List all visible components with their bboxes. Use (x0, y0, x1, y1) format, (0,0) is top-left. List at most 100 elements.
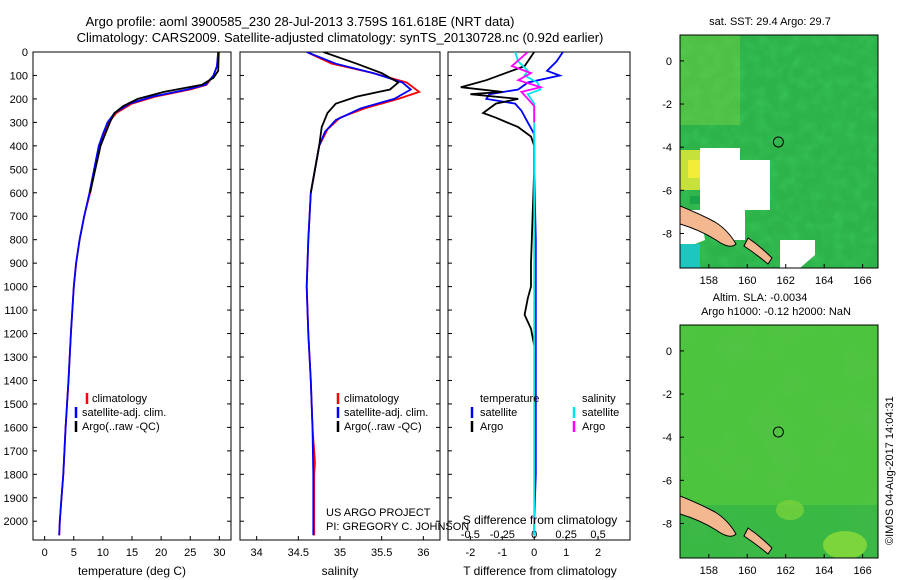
series-line-satellite (58, 52, 220, 536)
legend-label-temp-argo: Argo (480, 421, 503, 433)
x-tick-label: 5 (71, 547, 77, 559)
figure-title-line2: Climatology: CARS2009. Satellite-adjuste… (77, 30, 604, 45)
legend-label-argo: Argo(..raw -QC) (344, 421, 422, 433)
map-x-tick-label: 158 (700, 275, 718, 287)
salinity-lines (305, 52, 422, 536)
temperature-x-axis: 0 5 10 15 20 25 30 (42, 536, 225, 559)
project-label: US ARGO PROJECT (326, 507, 431, 519)
top-tick-label: 0.5 (590, 529, 605, 541)
legend-title-salinity: salinity (582, 393, 616, 405)
depth-tick-label: 1700 (4, 446, 28, 458)
series-line-temperature-satellite (484, 52, 564, 536)
depth-tick-label: 200 (10, 94, 28, 106)
legend-label-satellite: satellite-adj. clim. (344, 407, 428, 419)
series-line-temperature-argo (460, 52, 536, 346)
map-y-tick-label: -4 (662, 142, 672, 154)
depth-tick-label: 1000 (4, 282, 28, 294)
x-tick-label: 20 (155, 547, 167, 559)
map-y-tick-label: -8 (662, 518, 672, 530)
depth-tick-label: 100 (10, 70, 28, 82)
map-x-tick-label: 162 (777, 275, 795, 287)
depth-tick-label: 1800 (4, 469, 28, 481)
depth-tick-label: 1200 (4, 329, 28, 341)
temperature-lines (58, 52, 220, 536)
top-tick-label: 0.25 (555, 529, 576, 541)
depth-tick-label: 400 (10, 141, 28, 153)
x-tick-label: 1 (563, 547, 569, 559)
x-tick-label: 25 (184, 547, 196, 559)
x-tick-label: 34 (251, 547, 263, 559)
legend-label-climatology: climatology (344, 393, 400, 405)
x-tick-label: 36 (417, 547, 429, 559)
depth-tick-label: 0 (22, 47, 28, 59)
x-tick-label: 10 (97, 547, 109, 559)
difference-xlabel: T difference from climatology (463, 564, 617, 578)
depth-tick-label: 1100 (4, 305, 28, 317)
figure-title-line1: Argo profile: aoml 3900585_230 28-Jul-20… (86, 14, 515, 29)
series-line-climatology (58, 52, 220, 536)
depth-tick-label: 700 (10, 211, 28, 223)
sst-map-title: sat. SST: 29.4 Argo: 29.7 (709, 16, 831, 28)
depth-axis: 0 100 200 300 400 500 600 700 800 900 1000 1100 1200… (4, 47, 630, 528)
map-x-tick-label: 158 (700, 565, 718, 577)
salinity-axes (239, 51, 441, 541)
depth-tick-label: 1500 (4, 399, 28, 411)
legend-label-climatology: climatology (92, 393, 148, 405)
depth-tick-label: 300 (10, 117, 28, 129)
sst-argo-marker (772, 136, 784, 148)
temperature-legend: climatology satellite-adj. clim. Argo(..… (74, 393, 166, 433)
depth-tick-label: 900 (10, 258, 28, 270)
legend-title-temperature: temperature (480, 393, 539, 405)
x-tick-label: -2 (465, 547, 475, 559)
top-tick-label: -0.5 (461, 529, 480, 541)
credit-label: ©IMOS 04-Aug-2017 14:04:31 (884, 396, 896, 545)
sla-map-axes (679, 324, 879, 559)
x-tick-label: 35 (334, 547, 346, 559)
map-y-tick-label: -6 (662, 185, 672, 197)
x-tick-label: 0 (531, 547, 537, 559)
sst-map-axes (679, 34, 879, 269)
x-tick-label: -1 (497, 547, 507, 559)
legend-label-sal-argo: Argo (582, 421, 605, 433)
series-line-argo (309, 52, 400, 193)
map-y-tick-label: -6 (662, 475, 672, 487)
difference-top-xlabel: S difference from climatology (463, 513, 618, 527)
depth-tick-label: 1400 (4, 375, 28, 387)
difference-lines (460, 52, 564, 536)
series-line-salinity-argo (510, 52, 544, 123)
sst-map-field (680, 35, 878, 268)
series-line-salinity-satellite (514, 52, 542, 536)
map-y-tick-label: -8 (662, 228, 672, 240)
salinity-x-axis: 34 34.5 35 35.5 36 (251, 536, 429, 559)
map-y-tick-label: -2 (662, 389, 672, 401)
series-line-argo (89, 52, 220, 193)
map-x-tick-label: 162 (777, 565, 795, 577)
top-tick-label: -0.25 (490, 529, 515, 541)
x-tick-label: 15 (126, 547, 138, 559)
sla-map-title: Altim. SLA: -0.0034 (713, 292, 808, 304)
map-y-tick-label: -4 (662, 432, 672, 444)
legend-label-argo: Argo(..raw -QC) (82, 421, 160, 433)
temperature-xlabel: temperature (deg C) (78, 564, 186, 578)
map-x-tick-label: 160 (738, 275, 756, 287)
salinity-xlabel: salinity (322, 564, 359, 578)
x-tick-label: 35.5 (371, 547, 392, 559)
depth-tick-label: 600 (10, 188, 28, 200)
x-tick-label: 0 (42, 547, 48, 559)
depth-tick-label: 800 (10, 235, 28, 247)
pi-label: PI: GREGORY C. JOHNSON (326, 521, 469, 533)
sla-map-field (680, 325, 878, 558)
x-tick-label: 34.5 (288, 547, 309, 559)
depth-tick-label: 1900 (4, 493, 28, 505)
x-tick-label: 2 (595, 547, 601, 559)
temperature-axes (32, 51, 232, 541)
depth-tick-label: 2000 (4, 516, 28, 528)
sla-map-ticks: 158 160 162 164 166 0 -2 -4 -6 -8 (662, 346, 872, 577)
map-x-tick-label: 166 (853, 275, 871, 287)
depth-tick-label: 1600 (4, 422, 28, 434)
sst-map-ticks: 158 160 162 164 166 0 -2 -4 -6 -8 (662, 56, 872, 287)
map-x-tick-label: 164 (815, 275, 833, 287)
map-y-tick-label: 0 (666, 56, 672, 68)
map-x-tick-label: 164 (815, 565, 833, 577)
